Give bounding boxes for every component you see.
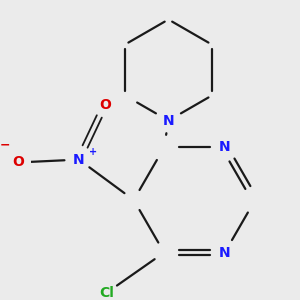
Text: O: O — [99, 98, 111, 112]
Text: N: N — [73, 153, 85, 166]
Text: N: N — [219, 246, 231, 260]
Text: O: O — [12, 155, 24, 170]
Text: −: − — [0, 139, 11, 152]
Text: N: N — [219, 140, 231, 154]
Text: Cl: Cl — [99, 286, 114, 300]
Text: +: + — [89, 147, 98, 158]
Text: N: N — [163, 114, 174, 128]
